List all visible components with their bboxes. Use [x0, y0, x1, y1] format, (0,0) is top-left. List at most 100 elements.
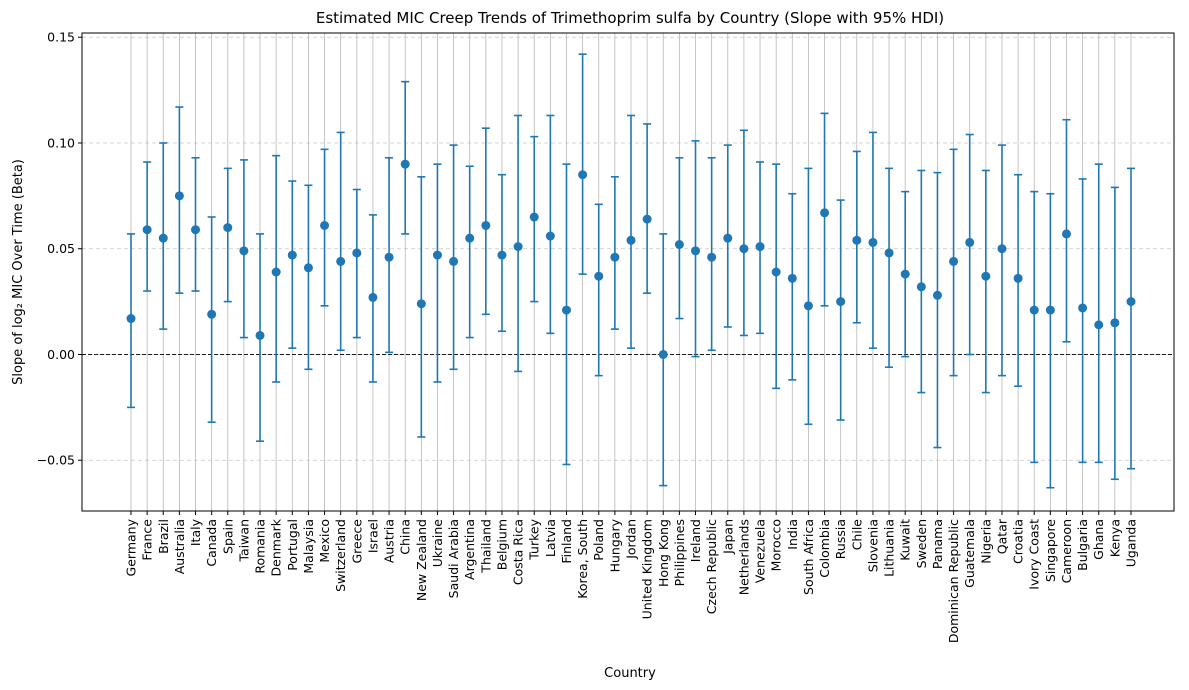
x-tick-label: Poland: [591, 519, 606, 561]
data-point: [416, 299, 426, 309]
x-tick-label: China: [398, 519, 413, 555]
y-tick-label: 0.00: [47, 347, 75, 362]
data-point: [981, 271, 991, 281]
x-tick-label: New Zealand: [414, 519, 429, 601]
data-point: [1078, 303, 1088, 313]
x-tick-label: Spain: [220, 519, 235, 554]
x-tick-label: Mexico: [317, 519, 332, 563]
x-tick-label: Lithuania: [882, 519, 897, 577]
x-tick-label: Korea, South: [575, 519, 590, 599]
x-tick-label: Philippines: [672, 519, 687, 586]
x-tick-label: Cameroon: [1059, 519, 1074, 583]
data-point: [658, 349, 668, 359]
x-tick-label: Argentina: [462, 519, 477, 580]
data-point: [174, 191, 184, 201]
data-point: [997, 244, 1007, 254]
x-tick-label: Finland: [559, 519, 574, 564]
x-tick-label: Uganda: [1124, 519, 1139, 567]
data-point: [932, 290, 942, 300]
x-tick-label: Jordan: [624, 519, 639, 560]
x-tick-label: Croatia: [1011, 519, 1026, 564]
x-tick-label: Brazil: [156, 519, 171, 554]
x-tick-label: Portugal: [285, 519, 300, 571]
y-tick-label: 0.10: [47, 135, 75, 150]
data-point: [578, 170, 588, 180]
data-point: [352, 248, 362, 258]
x-tick-label: Netherlands: [736, 519, 751, 595]
x-tick-label: Saudi Arabia: [446, 519, 461, 598]
x-tick-label: Czech Republic: [704, 519, 719, 614]
x-tick-label: Latvia: [543, 519, 558, 557]
data-point: [320, 220, 330, 230]
x-tick-label: Costa Rica: [511, 519, 526, 585]
x-tick-label: Nigeria: [978, 519, 993, 564]
data-point: [868, 237, 878, 247]
x-tick-label: Australia: [172, 519, 187, 574]
x-tick-label: Italy: [188, 518, 203, 546]
x-tick-label: Malaysia: [301, 519, 316, 574]
data-point: [384, 252, 394, 262]
x-tick-label: Hong Kong: [656, 519, 671, 587]
x-tick-label: Israel: [365, 519, 380, 553]
y-tick-label: 0.05: [47, 241, 75, 256]
data-point: [191, 225, 201, 235]
data-point: [900, 269, 910, 279]
x-tick-label: South Africa: [801, 519, 816, 595]
x-tick-label: Ivory Coast: [1027, 519, 1042, 590]
data-point: [642, 214, 652, 224]
x-tick-label: Denmark: [269, 518, 284, 576]
data-point: [158, 233, 168, 243]
data-point: [529, 212, 539, 222]
data-point: [723, 233, 733, 243]
data-point: [755, 242, 765, 252]
data-point: [707, 252, 717, 262]
x-tick-label: Turkey: [527, 518, 542, 560]
x-tick-label: Singapore: [1043, 519, 1058, 582]
data-point: [1126, 297, 1136, 307]
x-tick-label: Taiwan: [236, 519, 251, 563]
x-axis-label: Country: [604, 666, 656, 681]
x-tick-label: Qatar: [994, 518, 1009, 554]
data-point: [336, 256, 346, 266]
x-tick-label: Colombia: [817, 519, 832, 578]
data-point: [223, 223, 233, 233]
data-point: [255, 330, 265, 340]
plot-frame: [81, 32, 1175, 512]
data-point: [674, 240, 684, 250]
x-tick-label: Dominican Republic: [946, 519, 961, 643]
x-tick-label: United Kingdom: [640, 519, 655, 619]
data-point: [449, 256, 459, 266]
data-point: [368, 292, 378, 302]
data-point: [916, 282, 926, 292]
data-point: [432, 250, 442, 260]
data-point: [965, 237, 975, 247]
data-point: [626, 235, 636, 245]
y-tick-label: −0.05: [37, 453, 75, 468]
data-point: [481, 220, 491, 230]
data-point: [1110, 318, 1120, 328]
data-point: [1045, 305, 1055, 315]
data-point: [771, 267, 781, 277]
x-tick-label: Kuwait: [898, 519, 913, 561]
data-point: [787, 273, 797, 283]
y-tick-label: 0.15: [47, 30, 75, 45]
x-tick-label: Thailand: [478, 519, 493, 574]
data-point: [803, 301, 813, 311]
x-tick-label: Greece: [349, 519, 364, 564]
data-point: [1061, 229, 1071, 239]
data-point: [610, 252, 620, 262]
data-point: [1029, 305, 1039, 315]
x-tick-label: Russia: [833, 519, 848, 559]
x-tick-label: Ghana: [1091, 519, 1106, 560]
data-point: [820, 208, 830, 218]
data-point: [400, 159, 410, 169]
x-tick-label: Ireland: [688, 519, 703, 562]
data-point: [561, 305, 571, 315]
x-tick-label: Canada: [204, 519, 219, 567]
data-point: [271, 267, 281, 277]
x-tick-label: Morocco: [769, 519, 784, 571]
y-axis-label: Slope of log₂ MIC Over Time (Beta): [11, 159, 26, 385]
data-point: [497, 250, 507, 260]
